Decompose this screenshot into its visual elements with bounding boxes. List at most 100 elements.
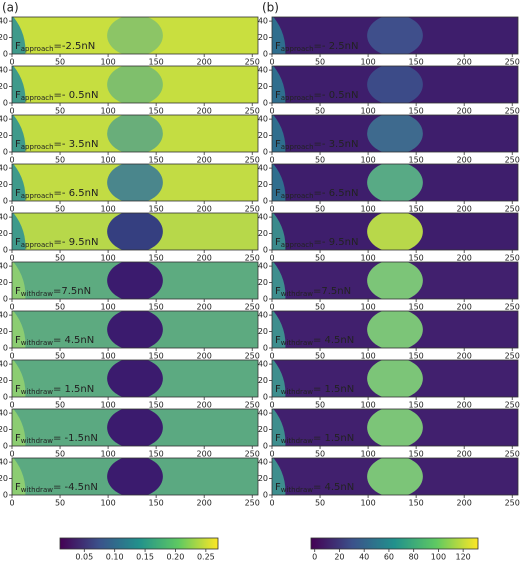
x-tick-label: 0 — [269, 499, 274, 508]
x-tick-label: 200 — [457, 401, 472, 410]
x-tick-label: 200 — [197, 205, 212, 214]
force-annotation: Fwithdraw= -1.5nN — [15, 433, 98, 445]
image — [12, 311, 258, 348]
force-symbol: F — [15, 335, 21, 346]
circle-region — [107, 66, 163, 103]
colorbar — [310, 537, 479, 550]
y-tick-label: 0 — [263, 295, 268, 304]
image-panel: 0 20 40 0 50 100 150 200 250 Fapproach=- 3.5nN — [258, 114, 520, 165]
force-annotation: Fwithdraw=7.5nN — [15, 286, 91, 298]
image-frame — [271, 408, 519, 447]
y-tick-label: 40 — [258, 164, 268, 173]
force-subscript: approach — [21, 143, 54, 151]
force-symbol: F — [15, 90, 21, 101]
y-tick-label: 20 — [0, 327, 8, 336]
y-tick-label: 20 — [258, 278, 268, 287]
corner-region — [272, 458, 286, 495]
force-subscript: approach — [281, 94, 314, 102]
circle-region — [367, 164, 423, 201]
x-tick-label: 0 — [9, 401, 14, 410]
force-subscript: withdraw — [21, 339, 53, 347]
x-tick-label: 250 — [245, 401, 260, 410]
y-tick-label: 0 — [263, 442, 268, 451]
x-tick-label: 0 — [269, 205, 274, 214]
image-frame — [11, 65, 259, 104]
corner-region — [272, 311, 286, 348]
force-value: = 4.5nN — [313, 335, 354, 346]
circle-region — [107, 17, 163, 54]
force-symbol: F — [15, 286, 21, 297]
x-tick-label: 0 — [269, 401, 274, 410]
image-panel: 0 20 40 0 50 100 150 200 250 Fapproach=- 6.5nN — [258, 163, 520, 214]
corner-region — [272, 360, 286, 397]
y-tick-label: 20 — [0, 180, 8, 189]
x-tick-label: 50 — [55, 205, 65, 214]
corner-region — [272, 164, 286, 201]
y-tick-label: 40 — [0, 360, 8, 369]
x-tick-label: 150 — [149, 205, 164, 214]
image-frame — [11, 359, 259, 398]
force-symbol: F — [15, 384, 21, 395]
image-frame — [11, 212, 259, 251]
force-annotation: Fwithdraw= 4.5nN — [15, 335, 94, 347]
image — [12, 213, 258, 250]
x-tick-label: 250 — [245, 303, 260, 312]
force-symbol: F — [15, 237, 21, 248]
x-tick-label: 150 — [409, 352, 424, 361]
y-tick-label: 40 — [0, 115, 8, 124]
y-tick-label: 20 — [258, 33, 268, 42]
image — [272, 458, 518, 495]
x-tick-label: 100 — [360, 107, 375, 116]
colorbar-tick-label: 20 — [334, 553, 344, 562]
x-tick-label: 150 — [149, 107, 164, 116]
force-value: =- 0.5nN — [54, 90, 99, 101]
x-tick-label: 0 — [9, 450, 14, 459]
force-annotation: Fapproach=- 6.5nN — [275, 188, 358, 200]
y-tick-label: 40 — [258, 17, 268, 26]
x-tick-label: 100 — [360, 352, 375, 361]
y-tick-label: 40 — [0, 409, 8, 418]
y-tick-label: 0 — [3, 393, 8, 402]
image-panel: 0 20 40 0 50 100 150 200 250 Fwithdraw=7.5nN — [0, 261, 260, 312]
force-value: =7.5nN — [313, 286, 351, 297]
x-tick-label: 250 — [505, 254, 520, 263]
x-tick-label: 200 — [457, 156, 472, 165]
force-symbol: F — [15, 433, 21, 444]
x-tick-label: 150 — [149, 450, 164, 459]
colorbar-tick-label: 0.20 — [167, 553, 185, 562]
x-tick-label: 200 — [457, 352, 472, 361]
force-symbol: F — [275, 335, 281, 346]
x-tick-label: 100 — [100, 499, 115, 508]
force-annotation: Fapproach=- 3.5nN — [15, 139, 98, 151]
x-tick-label: 200 — [457, 303, 472, 312]
x-tick-label: 150 — [409, 450, 424, 459]
image-panel: 0 20 40 0 50 100 150 200 250 Fwithdraw= 1.5nN — [258, 359, 520, 410]
image — [12, 458, 258, 495]
force-subscript: withdraw — [21, 388, 53, 396]
force-subscript: approach — [21, 94, 54, 102]
x-tick-label: 50 — [315, 254, 325, 263]
x-tick-label: 0 — [269, 107, 274, 116]
force-value: =- 6.5nN — [314, 188, 359, 199]
force-subscript: withdraw — [281, 486, 313, 494]
x-tick-label: 50 — [55, 107, 65, 116]
force-subscript: withdraw — [21, 437, 53, 445]
image — [272, 164, 518, 201]
y-tick-label: 20 — [0, 33, 8, 42]
x-tick-label: 150 — [409, 205, 424, 214]
image-frame — [11, 114, 259, 153]
force-value: =-2.5nN — [54, 41, 96, 52]
x-tick-label: 100 — [100, 303, 115, 312]
y-tick-label: 40 — [258, 409, 268, 418]
y-tick-label: 40 — [0, 164, 8, 173]
image-panel: 0 20 40 0 50 100 150 200 250 Fapproach=- 2.5nN — [258, 16, 520, 67]
y-tick-label: 0 — [3, 442, 8, 451]
x-tick-label: 50 — [55, 450, 65, 459]
x-tick-label: 150 — [409, 58, 424, 67]
x-tick-label: 250 — [245, 58, 260, 67]
circle-region — [107, 164, 163, 201]
y-tick-label: 20 — [0, 82, 8, 91]
corner-region — [272, 66, 286, 103]
x-tick-label: 0 — [9, 107, 14, 116]
